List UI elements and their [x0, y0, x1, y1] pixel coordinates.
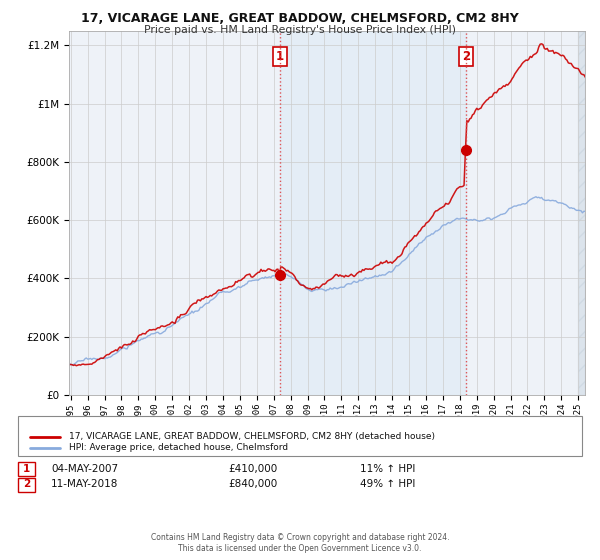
- Text: 2: 2: [23, 479, 30, 489]
- Text: 11% ↑ HPI: 11% ↑ HPI: [360, 464, 415, 474]
- Text: 1: 1: [23, 464, 30, 474]
- Text: £410,000: £410,000: [228, 464, 277, 474]
- Text: 2: 2: [462, 50, 470, 63]
- Text: 11-MAY-2018: 11-MAY-2018: [51, 479, 118, 489]
- Text: Contains HM Land Registry data © Crown copyright and database right 2024.
This d: Contains HM Land Registry data © Crown c…: [151, 533, 449, 553]
- Text: 17, VICARAGE LANE, GREAT BADDOW, CHELMSFORD, CM2 8HY (detached house): 17, VICARAGE LANE, GREAT BADDOW, CHELMSF…: [69, 432, 435, 441]
- Text: Price paid vs. HM Land Registry's House Price Index (HPI): Price paid vs. HM Land Registry's House …: [144, 25, 456, 35]
- Text: HPI: Average price, detached house, Chelmsford: HPI: Average price, detached house, Chel…: [69, 444, 288, 452]
- Bar: [280, 31, 466, 395]
- Text: 04-MAY-2007: 04-MAY-2007: [51, 464, 118, 474]
- Bar: [578, 31, 585, 395]
- Text: 17, VICARAGE LANE, GREAT BADDOW, CHELMSFORD, CM2 8HY: 17, VICARAGE LANE, GREAT BADDOW, CHELMSF…: [81, 12, 519, 25]
- Text: 1: 1: [275, 50, 284, 63]
- Text: £840,000: £840,000: [228, 479, 277, 489]
- Text: 49% ↑ HPI: 49% ↑ HPI: [360, 479, 415, 489]
